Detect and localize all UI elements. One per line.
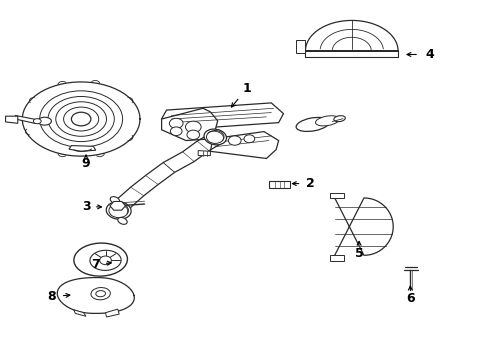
Polygon shape [329, 255, 344, 261]
Polygon shape [210, 132, 278, 158]
Circle shape [169, 118, 183, 129]
Polygon shape [15, 116, 37, 123]
Ellipse shape [38, 117, 51, 125]
Polygon shape [334, 198, 392, 255]
Polygon shape [329, 193, 344, 198]
Polygon shape [108, 134, 220, 216]
Ellipse shape [33, 119, 41, 124]
Text: 7: 7 [91, 258, 100, 271]
Polygon shape [198, 150, 210, 156]
Circle shape [170, 127, 182, 135]
Ellipse shape [56, 102, 106, 136]
Circle shape [186, 130, 199, 139]
Polygon shape [110, 202, 125, 210]
Polygon shape [161, 108, 217, 140]
Circle shape [244, 135, 254, 143]
Polygon shape [295, 40, 305, 53]
Ellipse shape [74, 243, 127, 276]
Ellipse shape [315, 116, 339, 126]
Text: 5: 5 [354, 247, 363, 260]
Text: 4: 4 [425, 48, 433, 61]
Ellipse shape [40, 91, 122, 147]
Ellipse shape [118, 217, 127, 224]
Polygon shape [74, 310, 86, 316]
Polygon shape [22, 82, 140, 156]
Text: 3: 3 [81, 201, 90, 213]
Ellipse shape [71, 112, 91, 126]
Ellipse shape [91, 288, 110, 300]
Text: 9: 9 [81, 157, 90, 170]
Polygon shape [69, 145, 96, 151]
Ellipse shape [63, 107, 99, 131]
Ellipse shape [296, 117, 329, 131]
Circle shape [206, 131, 224, 143]
Ellipse shape [333, 116, 345, 122]
Ellipse shape [203, 129, 226, 145]
Polygon shape [161, 103, 283, 130]
Ellipse shape [96, 291, 105, 297]
Polygon shape [5, 116, 18, 123]
Circle shape [100, 256, 111, 265]
Ellipse shape [106, 202, 131, 219]
Polygon shape [305, 21, 397, 51]
Circle shape [185, 121, 201, 133]
Polygon shape [57, 278, 134, 314]
Text: 8: 8 [47, 290, 56, 303]
Ellipse shape [48, 96, 114, 141]
Text: 6: 6 [405, 292, 414, 305]
Polygon shape [105, 309, 119, 317]
Ellipse shape [110, 197, 120, 203]
Ellipse shape [90, 250, 121, 270]
Text: 1: 1 [242, 82, 251, 95]
Circle shape [109, 203, 128, 218]
Polygon shape [268, 181, 290, 188]
Text: 2: 2 [305, 177, 314, 190]
Circle shape [228, 136, 241, 145]
